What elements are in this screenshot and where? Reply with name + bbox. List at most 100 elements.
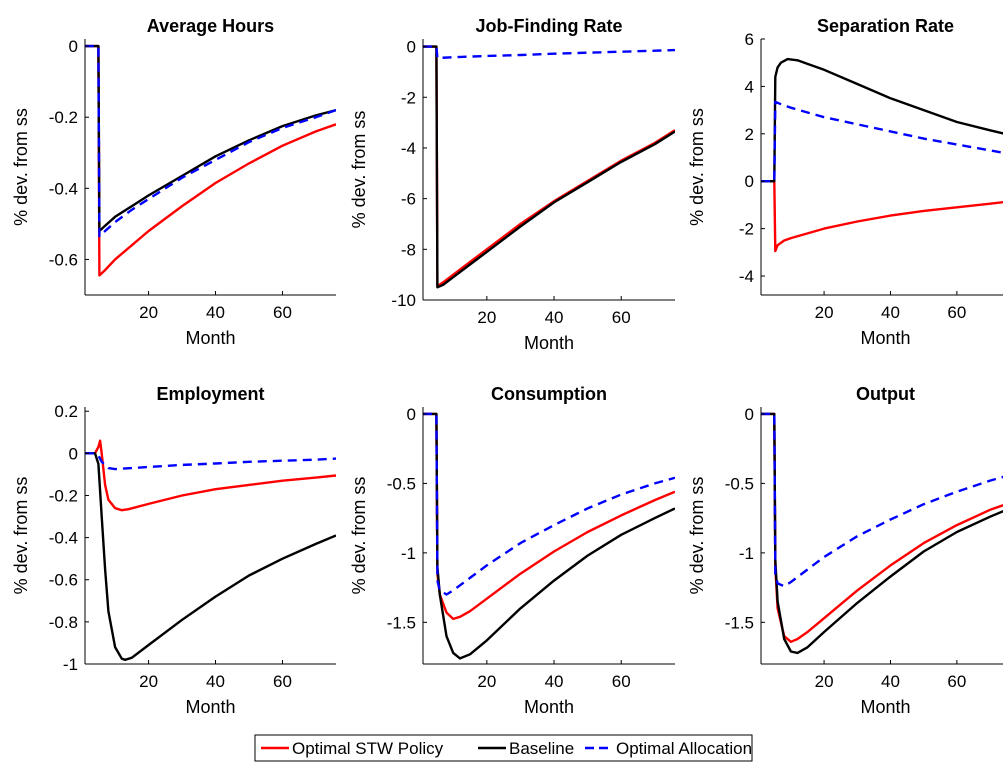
y-tick-label: -0.2 [49,108,78,127]
panel-title: Separation Rate [817,16,954,36]
legend: Optimal STW Policy Baseline Optimal Alloca… [254,734,753,762]
x-tick-label: 20 [815,672,834,691]
series-line-baseline [761,412,1003,655]
y-tick-label: 0 [745,172,754,191]
x-tick-label: 60 [612,672,631,691]
y-tick-label: -8 [401,240,416,259]
y-tick-label: -1 [401,544,416,563]
series-line-optimal-stw-policy [761,179,1003,253]
panel-title: Consumption [491,384,607,404]
series-line-optimal-allocation [85,452,336,471]
x-tick-label: 20 [477,672,496,691]
legend-label: Baseline [509,739,574,758]
y-tick-label: -0.4 [49,529,78,548]
x-axis-label: Month [860,328,910,348]
panel-title: Employment [156,384,264,404]
panel-1: 0 -0.2 -0.4 -0.6 20 40 60 Average Hours Month % d… [11,16,336,348]
series-line-optimal-allocation [85,44,336,238]
y-tick-label: -10 [391,291,416,310]
x-tick-label: 40 [545,308,564,327]
y-tick-label: -0.6 [49,250,78,269]
y-tick-label: -2 [401,88,416,107]
x-tick-label: 60 [947,672,966,691]
y-tick-label: -0.2 [49,486,78,505]
y-tick-label: -6 [401,190,416,209]
legend-label: Optimal STW Policy [292,739,444,758]
y-axis-label: % dev. from ss [349,477,369,595]
x-tick-label: 60 [273,672,292,691]
y-tick-label: -1.5 [387,613,416,632]
series-line-baseline [85,452,336,661]
panel-5: 0 -0.5 -1 -1.5 20 40 60 Consumption Month % dev. … [349,384,675,717]
y-tick-label: -0.5 [387,474,416,493]
series-line-optimal-stw-policy [423,412,675,621]
series-line-optimal-stw-policy [85,439,336,512]
series-group [85,439,336,661]
y-tick-label: -0.4 [49,179,78,198]
series-line-baseline [423,45,675,289]
y-tick-label: 4 [745,77,754,96]
y-axis-label: % dev. from ss [11,477,31,595]
x-tick-label: 60 [612,308,631,327]
series-group [423,45,675,289]
series-line-optimal-stw-policy [85,44,336,277]
series-line-baseline [761,57,1003,183]
y-tick-label: -1 [63,655,78,674]
y-axis-label: % dev. from ss [349,111,369,229]
x-axis-label: Month [860,697,910,717]
legend-label: Optimal Allocation [616,739,752,758]
panel-title: Average Hours [147,16,274,36]
y-axis-label: % dev. from ss [687,477,707,595]
series-line-baseline [85,44,336,233]
x-tick-label: 40 [206,672,225,691]
y-axis-label: % dev. from ss [687,108,707,226]
y-axis-label: % dev. from ss [11,108,31,226]
series-group [761,412,1003,655]
y-tick-label: 0 [69,37,78,56]
series-line-optimal-allocation [423,45,675,60]
panel-title: Output [856,384,915,404]
series-group [85,44,336,277]
panel-4: 0.2 0 -0.2 -0.4 -0.6 -0.8 -1 20 40 60 Employment Mo… [11,384,336,717]
y-tick-label: -1 [739,544,754,563]
y-tick-label: 0 [407,405,416,424]
series-line-baseline [423,412,675,660]
series-group [423,412,675,660]
x-tick-label: 20 [815,303,834,322]
series-line-optimal-allocation [761,412,1003,588]
y-tick-label: 0 [407,38,416,57]
series-line-optimal-allocation [761,100,1003,183]
y-tick-label: -0.6 [49,571,78,590]
x-axis-label: Month [524,697,574,717]
y-tick-label: -0.8 [49,613,78,632]
x-axis-label: Month [185,697,235,717]
x-tick-label: 20 [477,308,496,327]
x-tick-label: 40 [881,672,900,691]
panel-2: 0 -2 -4 -6 -8 -10 20 40 60 Job-Finding Rate Month%… [349,16,675,353]
y-tick-label: -4 [739,267,754,286]
x-tick-label: 60 [947,303,966,322]
y-tick-label: -4 [401,139,416,158]
x-tick-label: 60 [273,303,292,322]
x-axis-label: Month [185,328,235,348]
y-tick-label: 6 [745,30,754,49]
x-tick-label: 20 [139,303,158,322]
y-tick-label: 0 [69,444,78,463]
y-tick-label: 0 [745,405,754,424]
series-line-optimal-stw-policy [423,45,675,288]
y-tick-label: -0.5 [725,474,754,493]
y-tick-label: 0.2 [54,402,78,421]
series-group [761,57,1003,253]
panel-6: 0 -0.5 -1 -1.5 20 40 60 Output Month % dev. from … [687,384,1003,717]
panel-title: Job-Finding Rate [476,16,623,36]
x-axis-label: Month [524,333,574,353]
y-tick-label: 2 [745,125,754,144]
series-line-optimal-allocation [423,412,675,596]
y-tick-label: -2 [739,220,754,239]
x-tick-label: 40 [545,672,564,691]
x-tick-label: 20 [139,672,158,691]
x-tick-label: 40 [881,303,900,322]
y-tick-label: -1.5 [725,613,754,632]
